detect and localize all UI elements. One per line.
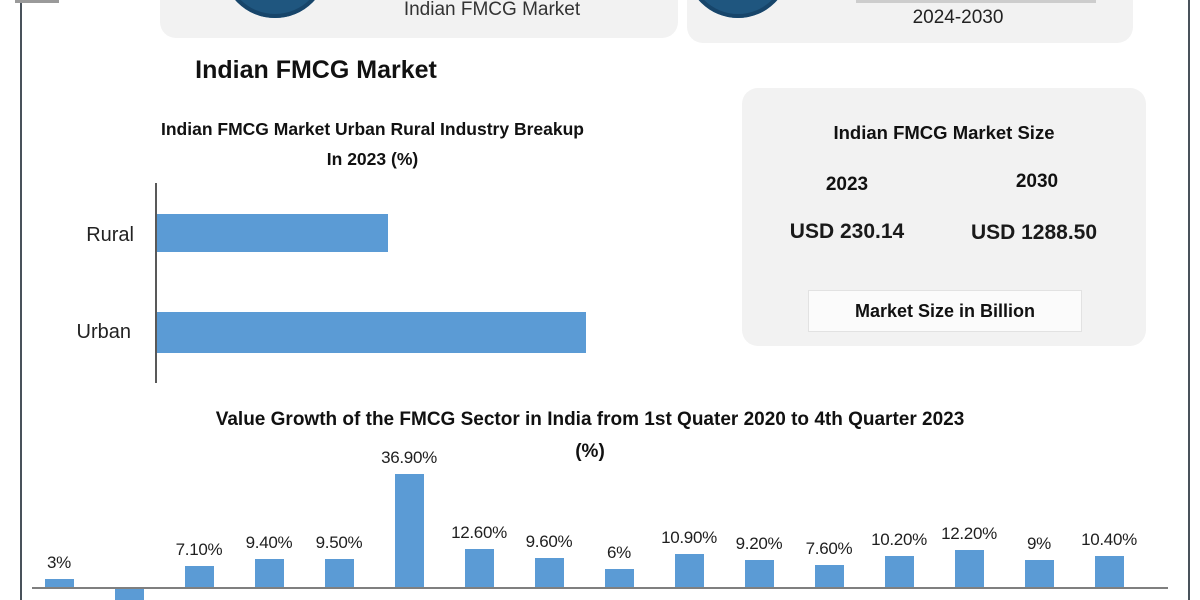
urban-rural-chart-title: Indian FMCG Market Urban Rural Industry …: [105, 114, 640, 174]
qtr-bar: [674, 554, 704, 588]
qtr-bar: [114, 588, 144, 600]
qtr-bar-value-label: 10.90%: [661, 528, 717, 547]
qtr-bar: [604, 569, 634, 588]
market-size-value-2030: USD 1288.50: [970, 221, 1098, 244]
qtr-bar-value-label: 9.20%: [735, 534, 783, 553]
qtr-bar-value-label: 10.20%: [871, 530, 927, 549]
page-title: Indian FMCG Market: [195, 56, 437, 84]
urban-rural-chart-title-line2: In 2023 (%): [326, 149, 419, 169]
market-size-year-2023: 2023: [825, 174, 869, 195]
qtr-bar-value-label: 3%: [47, 553, 71, 572]
qtr-bar-value-label: 6%: [607, 543, 631, 562]
value-growth-chart-x-axis: [32, 587, 1168, 589]
market-size-panel-title: Indian FMCG Market Size: [833, 122, 1055, 143]
header-badge-left-label: Indian FMCG Market: [403, 0, 581, 20]
qtr-bar: [1094, 556, 1124, 588]
market-size-value-2023: USD 230.14: [789, 220, 905, 243]
header-badge-right-label: 2024-2030: [912, 7, 1004, 28]
qtr-bar-value-label: 36.90%: [381, 448, 437, 467]
clipped-header-text: [856, 0, 1096, 3]
category-label-rural: Rural: [86, 224, 134, 246]
value-growth-chart-title-line2: (%): [575, 441, 605, 462]
qtr-bar-value-label: 12.20%: [941, 524, 997, 543]
qtr-bar: [44, 579, 74, 588]
qtr-bar: [884, 556, 914, 588]
qtr-bar: [464, 549, 494, 588]
qtr-bar: [184, 566, 214, 588]
qtr-bar-value-label: 10.40%: [1081, 530, 1137, 549]
qtr-bar: [744, 560, 774, 588]
qtr-bar-value-label: 9.50%: [315, 533, 363, 552]
value-growth-chart-title-line1: Value Growth of the FMCG Sector in India…: [215, 409, 965, 430]
qtr-bar: [1024, 560, 1054, 588]
qtr-bar-value-label: 7.10%: [175, 540, 223, 559]
qtr-bar-value-label: 9.60%: [525, 532, 573, 551]
left-border-line: [20, 0, 22, 600]
urban-rural-chart-y-axis: [155, 183, 157, 383]
qtr-bar-value-label: 9.40%: [245, 533, 293, 552]
urban-rural-chart-title-line1: Indian FMCG Market Urban Rural Industry …: [161, 119, 584, 139]
clipped-top-left-mark: [15, 0, 59, 3]
value-growth-chart-title: Value Growth of the FMCG Sector in India…: [100, 404, 1080, 468]
qtr-bar: [254, 559, 284, 588]
bar-rural: [157, 214, 388, 252]
qtr-bar: [534, 558, 564, 588]
bar-urban: [157, 312, 586, 353]
qtr-bar-value-label: 7.60%: [805, 539, 853, 558]
market-size-year-2030: 2030: [1015, 171, 1059, 192]
qtr-bar: [324, 559, 354, 588]
category-label-urban: Urban: [76, 321, 131, 343]
qtr-bar: [814, 565, 844, 588]
qtr-bar-value-label: 9%: [1027, 534, 1051, 553]
qtr-bar: [954, 550, 984, 588]
right-border-line: [1188, 0, 1190, 600]
qtr-bar: [394, 474, 424, 588]
market-size-panel: Indian FMCG Market Size 2023 2030 USD 23…: [742, 88, 1146, 346]
market-size-unit-note: Market Size in Billion: [808, 290, 1082, 332]
qtr-bar-value-label: 12.60%: [451, 523, 507, 542]
